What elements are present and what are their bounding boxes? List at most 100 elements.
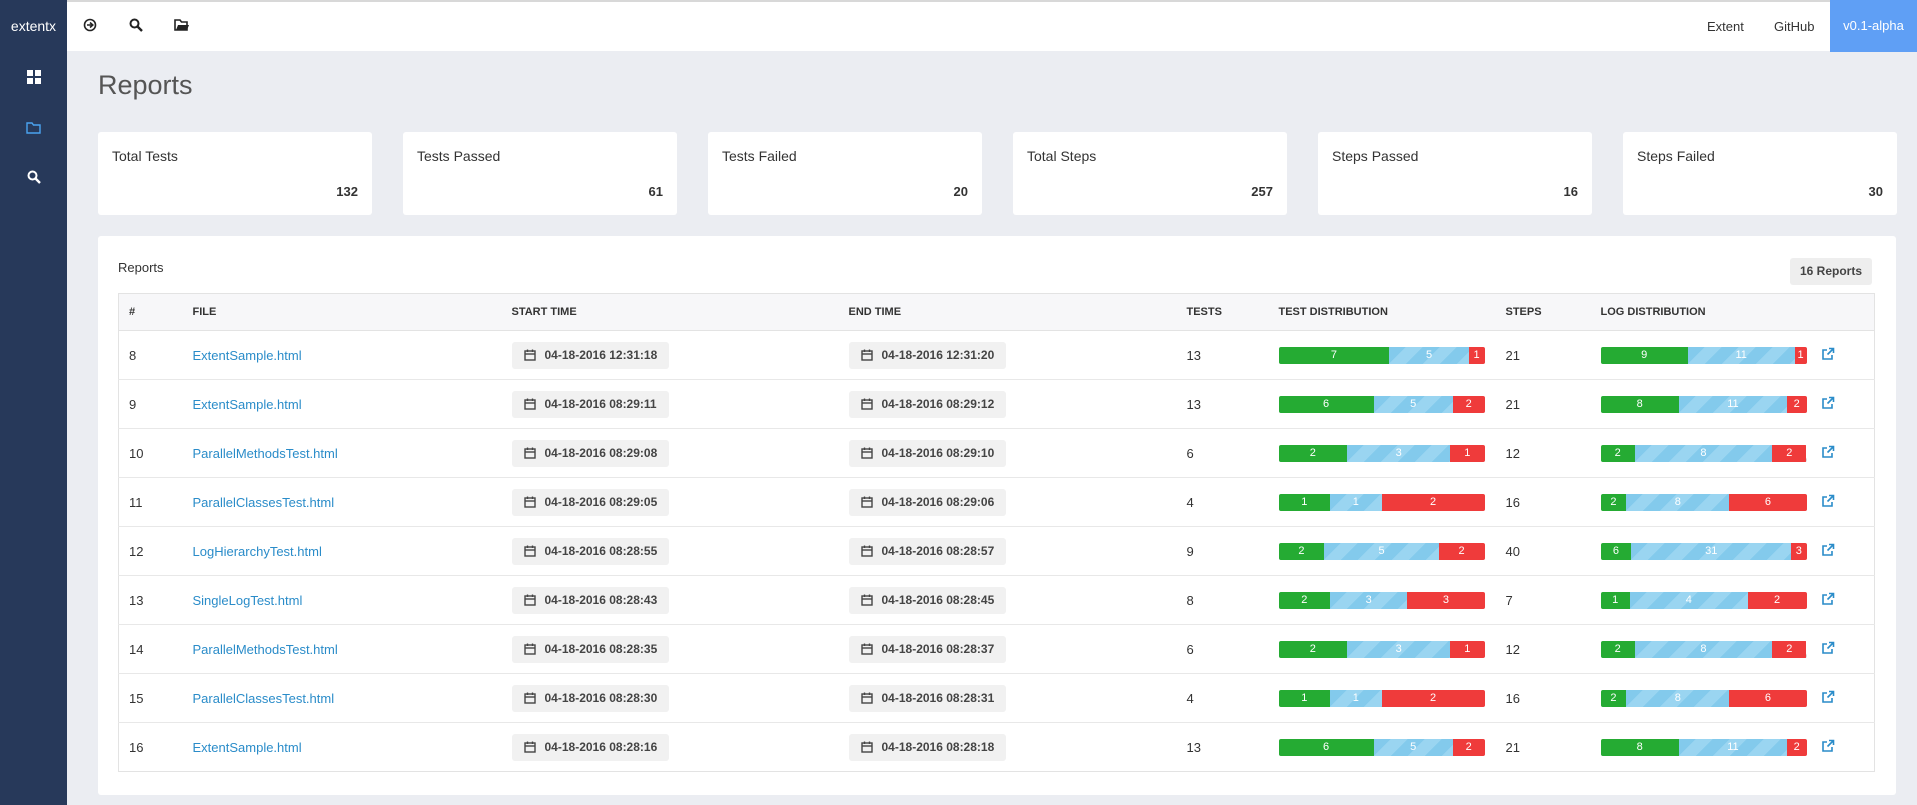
file-link[interactable]: ExtentSample.html bbox=[192, 396, 302, 412]
distribution-segment: 1 bbox=[1330, 689, 1382, 707]
version-badge[interactable]: v0.1-alpha bbox=[1830, 0, 1917, 52]
file-cell: ParallelClassesTest.html bbox=[182, 673, 502, 723]
open-report-icon[interactable] bbox=[1821, 543, 1835, 560]
time-chip: 04-18-2016 08:28:35 bbox=[511, 635, 670, 663]
segment-label: 8 bbox=[1674, 496, 1681, 508]
dashboard-icon[interactable] bbox=[0, 52, 67, 102]
open-report-icon[interactable] bbox=[1821, 494, 1835, 511]
open-report-icon[interactable] bbox=[1821, 592, 1835, 609]
file-link[interactable]: ParallelClassesTest.html bbox=[192, 494, 335, 510]
time-chip: 04-18-2016 08:28:18 bbox=[848, 733, 1007, 761]
test-distribution-cell: 2 3 1 bbox=[1268, 624, 1496, 674]
segment-label: 8 bbox=[1674, 692, 1681, 704]
distribution-segment: 2 bbox=[1600, 493, 1627, 511]
segment-label: 1 bbox=[1473, 349, 1480, 361]
segment-label: 9 bbox=[1641, 349, 1648, 361]
start-time-cell: 04-18-2016 08:28:30 bbox=[501, 673, 839, 723]
end-time-cell: 04-18-2016 08:28:31 bbox=[838, 673, 1177, 723]
column-header: START TIME bbox=[501, 293, 839, 331]
distribution-segment: 8 bbox=[1634, 640, 1773, 658]
stat-label: Total Steps bbox=[1027, 148, 1097, 164]
segment-label: 1 bbox=[1352, 692, 1359, 704]
distribution-segment: 2 bbox=[1786, 395, 1807, 413]
open-report-icon[interactable] bbox=[1821, 347, 1835, 364]
segment-label: 5 bbox=[1410, 398, 1417, 410]
file-link[interactable]: ExtentSample.html bbox=[192, 739, 302, 755]
steps-count: 21 bbox=[1495, 330, 1591, 380]
folder-icon[interactable] bbox=[174, 18, 189, 31]
segment-label: 2 bbox=[1786, 447, 1793, 459]
tests-count: 13 bbox=[1176, 330, 1269, 380]
stat-value: 61 bbox=[648, 184, 663, 199]
file-link[interactable]: ParallelClassesTest.html bbox=[192, 690, 335, 706]
stat-label: Total Tests bbox=[112, 148, 178, 164]
distribution-segment: 1 bbox=[1794, 346, 1807, 364]
stat-value: 30 bbox=[1868, 184, 1883, 199]
table-row: 10 ParallelMethodsTest.html 04-18-2016 08:… bbox=[118, 428, 1875, 478]
distribution-segment: 8 bbox=[1600, 738, 1679, 756]
time-chip: 04-18-2016 08:28:55 bbox=[511, 537, 670, 565]
end-time: 04-18-2016 08:29:06 bbox=[881, 495, 995, 509]
table-row: 16 ExtentSample.html 04-18-2016 08:28:16 04… bbox=[118, 722, 1875, 772]
steps-count: 21 bbox=[1495, 722, 1591, 772]
open-cell bbox=[1810, 575, 1875, 625]
stat-value: 257 bbox=[1251, 184, 1273, 199]
file-link[interactable]: ParallelMethodsTest.html bbox=[192, 641, 338, 657]
stat-card: Tests Passed 61 bbox=[403, 132, 677, 215]
open-report-icon[interactable] bbox=[1821, 641, 1835, 658]
distribution-segment: 1 bbox=[1450, 444, 1485, 462]
distribution-segment: 3 bbox=[1407, 591, 1485, 609]
search-icon[interactable] bbox=[129, 18, 143, 32]
open-cell bbox=[1810, 526, 1875, 576]
distribution-segment: 2 bbox=[1278, 640, 1348, 658]
table-row: 12 LogHierarchyTest.html 04-18-2016 08:28:… bbox=[118, 526, 1875, 576]
segment-label: 8 bbox=[1636, 741, 1643, 753]
file-cell: ExtentSample.html bbox=[182, 379, 502, 429]
nav-link[interactable]: GitHub bbox=[1774, 19, 1815, 34]
tests-count: 4 bbox=[1176, 477, 1269, 527]
open-report-icon[interactable] bbox=[1821, 739, 1835, 756]
calendar-icon bbox=[860, 496, 873, 508]
distribution-segment: 2 bbox=[1452, 738, 1485, 756]
test-distribution-cell: 2 3 1 bbox=[1268, 428, 1496, 478]
distribution-segment: 2 bbox=[1772, 444, 1807, 462]
open-report-icon[interactable] bbox=[1821, 690, 1835, 707]
tests-count: 13 bbox=[1176, 379, 1269, 429]
stat-card: Total Steps 257 bbox=[1013, 132, 1287, 215]
row-id: 12 bbox=[118, 526, 183, 576]
nav-link[interactable]: Extent bbox=[1707, 19, 1744, 34]
end-time-cell: 04-18-2016 12:31:20 bbox=[838, 330, 1177, 380]
file-link[interactable]: LogHierarchyTest.html bbox=[192, 543, 322, 559]
distribution-bar: 1 4 2 bbox=[1600, 591, 1807, 609]
open-report-icon[interactable] bbox=[1821, 445, 1835, 462]
distribution-segment: 3 bbox=[1791, 542, 1807, 560]
segment-label: 2 bbox=[1614, 447, 1621, 459]
steps-count: 16 bbox=[1495, 673, 1591, 723]
reports-panel: Reports 16 Reports # FILE START TIME END TI… bbox=[98, 236, 1896, 795]
segment-label: 2 bbox=[1610, 692, 1617, 704]
file-link[interactable]: ExtentSample.html bbox=[192, 347, 302, 363]
stat-label: Tests Failed bbox=[722, 148, 797, 164]
open-report-icon[interactable] bbox=[1821, 396, 1835, 413]
end-time: 04-18-2016 08:28:57 bbox=[881, 544, 995, 558]
back-icon[interactable] bbox=[83, 18, 97, 32]
file-link[interactable]: SingleLogTest.html bbox=[192, 592, 303, 608]
distribution-segment: 8 bbox=[1600, 395, 1679, 413]
distribution-segment: 11 bbox=[1678, 395, 1787, 413]
distribution-bar: 2 5 2 bbox=[1278, 542, 1485, 560]
file-link[interactable]: ParallelMethodsTest.html bbox=[192, 445, 338, 461]
search-icon[interactable] bbox=[0, 152, 67, 202]
end-time: 04-18-2016 08:29:12 bbox=[881, 397, 995, 411]
time-chip: 04-18-2016 08:29:10 bbox=[848, 439, 1007, 467]
segment-label: 2 bbox=[1309, 643, 1316, 655]
segment-label: 8 bbox=[1700, 447, 1707, 459]
steps-count: 40 bbox=[1495, 526, 1591, 576]
stat-card: Steps Failed 30 bbox=[1623, 132, 1897, 215]
distribution-bar: 2 8 6 bbox=[1600, 689, 1807, 707]
open-cell bbox=[1810, 722, 1875, 772]
log-distribution-cell: 9 11 1 bbox=[1590, 330, 1811, 380]
reports-icon[interactable] bbox=[0, 102, 67, 152]
calendar-icon bbox=[523, 398, 536, 410]
distribution-bar: 2 8 6 bbox=[1600, 493, 1807, 511]
